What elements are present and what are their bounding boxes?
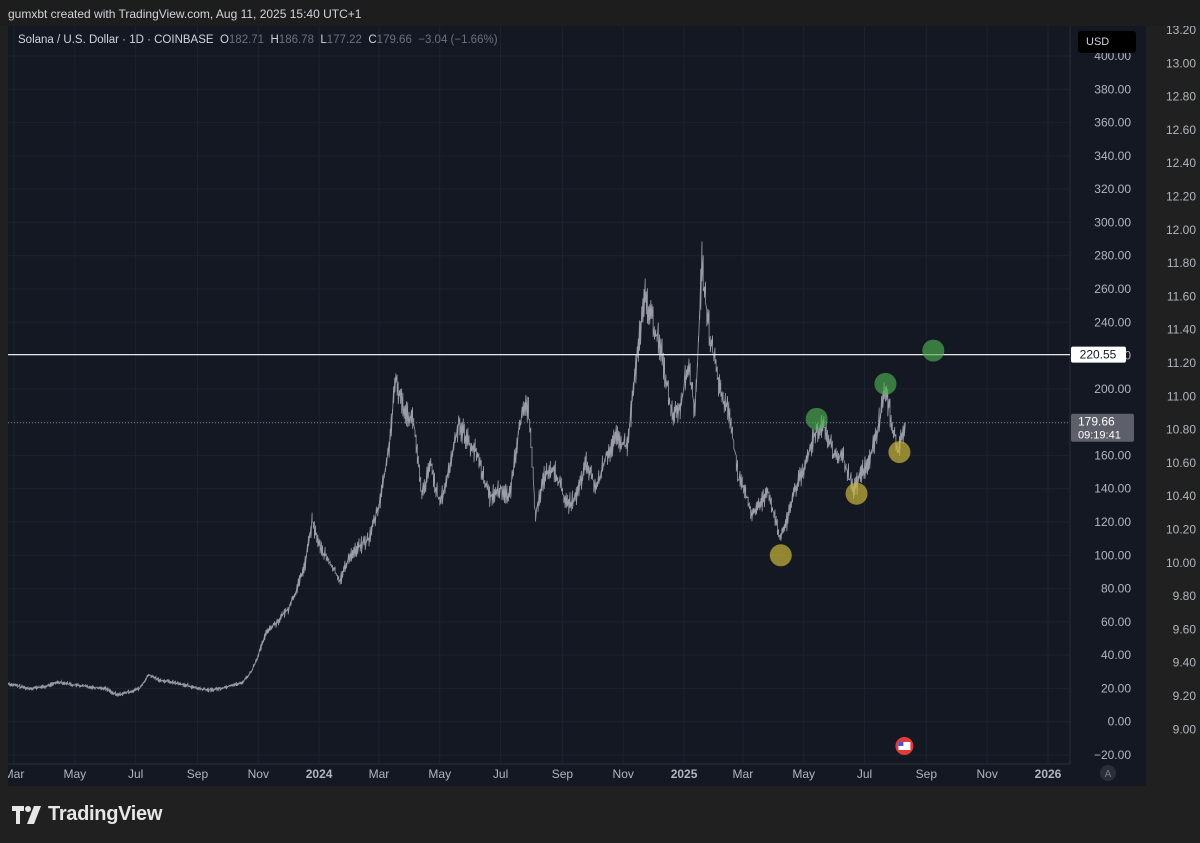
- x-tick-label: May: [792, 767, 815, 781]
- y-tick-label: 360.00: [1094, 116, 1131, 130]
- x-tick-label: Jul: [857, 767, 872, 781]
- x-tick-label: May: [63, 767, 86, 781]
- secondary-tick-label: 11.60: [1167, 289, 1196, 303]
- secondary-scale-svg: 13.20 13.00 12.80 12.60 12.40 12.20 12.00 11.80…: [1166, 23, 1197, 736]
- yellow-circle-marker[interactable]: [845, 482, 868, 505]
- tradingview-logo: TradingView: [12, 803, 162, 826]
- axis-button-label: A: [1105, 769, 1112, 780]
- x-tick-label: Mar: [369, 767, 390, 781]
- y-tick-label: 100.00: [1094, 548, 1131, 562]
- brand-name: TradingView: [48, 803, 163, 825]
- x-tick-label: Sep: [916, 767, 938, 781]
- y-tick-label: 120.00: [1094, 515, 1131, 529]
- secondary-tick-label: 10.60: [1166, 456, 1196, 470]
- secondary-tick-label: 12.20: [1166, 190, 1196, 204]
- x-tick-label: Sep: [552, 767, 574, 781]
- secondary-tick-label: 10.00: [1166, 556, 1196, 570]
- x-tick-label: Mar: [8, 767, 24, 781]
- currency-badge[interactable]: USD: [1078, 31, 1136, 53]
- close-value: 179.66: [376, 34, 412, 46]
- y-tick-label: −20.00: [1094, 748, 1131, 762]
- secondary-tick-label: 11.00: [1167, 389, 1196, 403]
- y-tick-label: 160.00: [1094, 448, 1131, 462]
- high-value: 186.78: [278, 34, 314, 46]
- secondary-tick-label: 11.20: [1167, 356, 1196, 370]
- y-tick-label: 140.00: [1094, 482, 1131, 496]
- x-tick-label: 2026: [1035, 767, 1062, 781]
- y-tick-label: 320.00: [1094, 182, 1131, 196]
- x-tick-label: 2025: [671, 767, 698, 781]
- x-tick-label: Jul: [493, 767, 508, 781]
- yellow-circle-marker[interactable]: [888, 441, 911, 464]
- close-label: C: [368, 34, 377, 46]
- x-tick-label: Nov: [977, 767, 998, 781]
- secondary-tick-label: 9.60: [1173, 622, 1197, 636]
- y-tick-label: 260.00: [1094, 282, 1131, 296]
- price-change: −3.04 (−1.66%): [418, 34, 498, 46]
- secondary-scale: 13.20 13.00 12.80 12.60 12.40 12.20 12.00 11.80…: [1146, 23, 1200, 786]
- credit-text: gumxbt created with TradingView.com, Aug…: [8, 7, 362, 21]
- y-tick-label: 80.00: [1101, 582, 1131, 596]
- secondary-tick-label: 12.60: [1166, 123, 1196, 137]
- secondary-tick-label: 13.20: [1166, 26, 1196, 37]
- level-line-label-box: [1071, 346, 1126, 363]
- x-tick-label: Sep: [187, 767, 209, 781]
- green-circle-marker[interactable]: [922, 339, 945, 362]
- us-flag-event-icon-canton: [898, 742, 904, 746]
- secondary-tick-label: 11.80: [1167, 256, 1196, 270]
- green-circle-marker[interactable]: [805, 407, 828, 430]
- bar-countdown: 09:19:41: [1078, 430, 1121, 442]
- footer: TradingView: [0, 786, 1200, 843]
- y-tick-label: 280.00: [1094, 249, 1131, 263]
- low-label: L: [320, 34, 327, 46]
- x-tick-label: Jul: [128, 767, 143, 781]
- last-price-label-box: [1071, 413, 1134, 442]
- chart-area[interactable]: 400.00 380.00 360.00 340.00 320.00 300.00 280.…: [8, 26, 1192, 786]
- secondary-tick-label: 10.80: [1166, 423, 1196, 437]
- symbol-legend: Solana / U.S. Dollar · 1D · COINBASE O18…: [18, 34, 498, 46]
- secondary-tick-label: 10.20: [1166, 523, 1196, 537]
- secondary-tick-label: 9.00: [1173, 722, 1197, 736]
- tradingview-logo-icon: [12, 805, 41, 824]
- y-tick-label: 380.00: [1094, 82, 1131, 96]
- high-label: H: [270, 34, 279, 46]
- y-tick-label: 60.00: [1101, 615, 1131, 629]
- yellow-circle-marker[interactable]: [769, 544, 792, 567]
- secondary-tick-label: 13.00: [1166, 56, 1196, 70]
- x-tick-label: 2024: [306, 767, 333, 781]
- x-tick-label: May: [428, 767, 451, 781]
- x-tick-label: Nov: [613, 767, 634, 781]
- price-series-line: [8, 241, 906, 697]
- axis-button[interactable]: [1100, 765, 1116, 781]
- secondary-tick-label: 10.40: [1166, 489, 1196, 503]
- last-price-label: 179.66: [1078, 415, 1115, 429]
- y-tick-label: 240.00: [1094, 315, 1131, 329]
- y-tick-label: 300.00: [1094, 215, 1131, 229]
- secondary-tick-label: 12.00: [1166, 223, 1196, 237]
- secondary-tick-label: 12.80: [1166, 90, 1196, 104]
- us-flag-event-icon-stripe: [898, 742, 911, 750]
- x-tick-label: Nov: [248, 767, 269, 781]
- low-value: 177.22: [326, 34, 362, 46]
- y-tick-label: 200.00: [1094, 382, 1131, 396]
- x-tick-label: Mar: [733, 767, 754, 781]
- top-bar: gumxbt created with TradingView.com, Aug…: [0, 0, 1200, 26]
- secondary-tick-label: 11.40: [1167, 323, 1196, 337]
- y-tick-label: 20.00: [1101, 681, 1131, 695]
- green-circle-marker[interactable]: [874, 372, 897, 395]
- y-tick-label: 0.00: [1108, 715, 1132, 729]
- secondary-tick-label: 9.20: [1173, 689, 1197, 703]
- secondary-tick-label: 12.40: [1166, 156, 1196, 170]
- open-value: 182.71: [228, 34, 265, 46]
- secondary-tick-label: 9.80: [1173, 589, 1197, 603]
- level-line-label: 220.55: [1080, 348, 1117, 362]
- price-chart[interactable]: 400.00380.00360.00340.00320.00300.00280.…: [8, 26, 1192, 786]
- symbol-title: Solana / U.S. Dollar · 1D · COINBASE: [18, 34, 214, 46]
- y-tick-label: 40.00: [1101, 648, 1131, 662]
- open-label: O: [219, 34, 229, 46]
- y-tick-label: 340.00: [1094, 149, 1131, 163]
- secondary-tick-label: 9.40: [1173, 656, 1197, 670]
